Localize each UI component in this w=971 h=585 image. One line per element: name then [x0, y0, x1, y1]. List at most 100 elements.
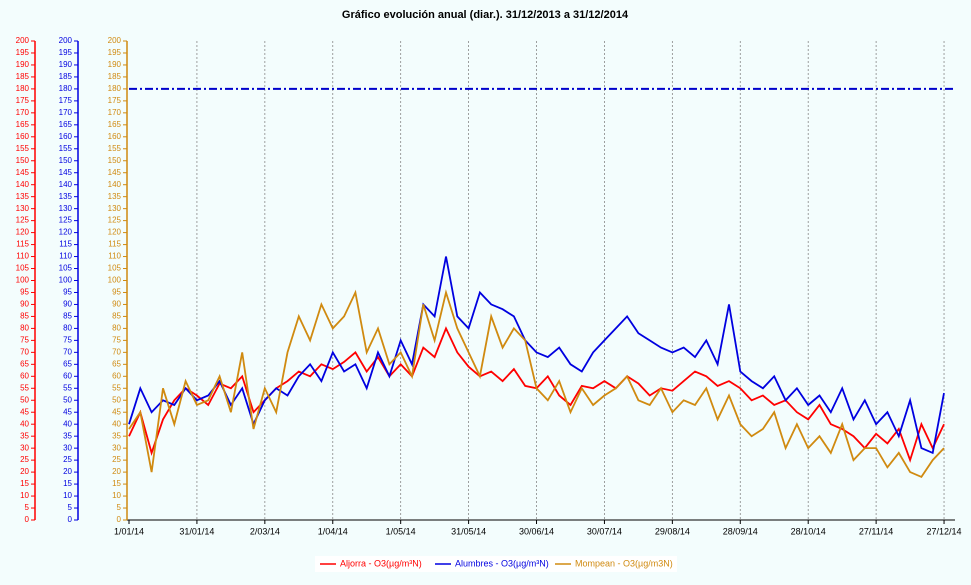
y-tick-label: 165 [16, 120, 30, 129]
y-tick-label: 75 [63, 335, 72, 344]
y-tick-label: 160 [16, 132, 30, 141]
y-tick-label: 115 [16, 240, 29, 249]
y-tick-label: 15 [112, 479, 121, 488]
y-tick-label: 20 [20, 467, 29, 476]
y-tick-label: 40 [112, 419, 121, 428]
y-tick-label: 0 [68, 515, 73, 524]
y-tick-label: 85 [112, 312, 121, 321]
y-tick-label: 50 [63, 395, 72, 404]
y-tick-label: 160 [59, 132, 73, 141]
chart-title: Gráfico evolución anual (diar.). 31/12/2… [342, 9, 629, 21]
y-tick-label: 160 [108, 132, 122, 141]
y-tick-label: 155 [108, 144, 122, 153]
y-tick-label: 15 [63, 479, 72, 488]
y-tick-label: 30 [112, 443, 121, 452]
y-tick-label: 60 [20, 371, 29, 380]
y-tick-label: 190 [108, 60, 122, 69]
y-tick-label: 130 [16, 204, 30, 213]
y-tick-label: 155 [59, 144, 73, 153]
y-tick-label: 180 [108, 84, 122, 93]
y-tick-label: 70 [20, 347, 29, 356]
y-tick-label: 30 [20, 443, 29, 452]
y-tick-label: 170 [108, 108, 122, 117]
y-tick-label: 180 [59, 84, 73, 93]
y-tick-label: 55 [112, 383, 121, 392]
y-tick-label: 140 [108, 180, 122, 189]
x-tick-label: 27/11/14 [859, 526, 893, 536]
y-tick-label: 110 [16, 252, 29, 261]
y-tick-label: 140 [16, 180, 30, 189]
y-tick-label: 125 [59, 216, 73, 225]
y-tick-label: 170 [16, 108, 30, 117]
y-tick-label: 175 [16, 96, 30, 105]
y-tick-label: 25 [63, 455, 72, 464]
y-tick-label: 150 [59, 156, 73, 165]
y-tick-label: 105 [16, 264, 30, 273]
y-tick-label: 45 [112, 407, 121, 416]
y-tick-label: 20 [63, 467, 72, 476]
y-tick-label: 35 [112, 431, 121, 440]
y-tick-label: 25 [112, 455, 121, 464]
x-tick-label: 28/10/14 [791, 526, 826, 536]
y-tick-label: 175 [108, 96, 122, 105]
y-tick-label: 90 [112, 300, 121, 309]
y-tick-label: 180 [16, 84, 30, 93]
y-tick-label: 80 [63, 324, 72, 333]
x-tick-label: 1/04/14 [318, 526, 348, 536]
y-tick-label: 5 [68, 503, 73, 512]
y-tick-label: 195 [59, 48, 73, 57]
x-tick-label: 31/05/14 [451, 526, 486, 536]
y-tick-label: 5 [117, 503, 122, 512]
y-tick-label: 95 [112, 288, 121, 297]
y-tick-label: 200 [59, 36, 73, 45]
y-tick-label: 75 [20, 335, 29, 344]
x-tick-label: 30/06/14 [519, 526, 554, 536]
y-tick-label: 190 [16, 60, 30, 69]
x-tick-label: 29/08/14 [655, 526, 690, 536]
y-tick-label: 85 [63, 312, 72, 321]
y-tick-label: 25 [20, 455, 29, 464]
y-tick-label: 130 [59, 204, 73, 213]
y-tick-label: 170 [59, 108, 73, 117]
y-tick-label: 0 [117, 515, 122, 524]
x-tick-label: 27/12/14 [927, 526, 962, 536]
y-tick-label: 10 [63, 491, 72, 500]
y-tick-label: 150 [108, 156, 122, 165]
y-tick-label: 135 [59, 192, 73, 201]
y-tick-label: 90 [20, 300, 29, 309]
y-tick-label: 100 [108, 276, 122, 285]
y-tick-label: 65 [20, 359, 29, 368]
y-tick-label: 95 [20, 288, 29, 297]
y-tick-label: 175 [59, 96, 73, 105]
y-tick-label: 150 [16, 156, 30, 165]
y-tick-label: 60 [63, 371, 72, 380]
y-tick-label: 50 [20, 395, 29, 404]
legend-label: Alumbres - O3(µg/m³N) [455, 558, 549, 568]
y-tick-label: 70 [63, 347, 72, 356]
y-tick-label: 35 [20, 431, 29, 440]
y-tick-label: 5 [25, 503, 30, 512]
y-tick-label: 45 [20, 407, 29, 416]
y-tick-label: 55 [20, 383, 29, 392]
y-tick-label: 115 [59, 240, 72, 249]
y-tick-label: 200 [16, 36, 30, 45]
y-tick-label: 95 [63, 288, 72, 297]
y-tick-label: 140 [59, 180, 73, 189]
y-tick-label: 80 [20, 324, 29, 333]
y-tick-label: 10 [20, 491, 29, 500]
y-tick-label: 110 [59, 252, 72, 261]
legend-label: Mompean - O3(µg/m3N) [575, 558, 673, 568]
y-tick-label: 135 [16, 192, 30, 201]
x-tick-label: 1/05/14 [386, 526, 416, 536]
y-tick-label: 100 [16, 276, 30, 285]
y-tick-label: 100 [59, 276, 73, 285]
y-tick-label: 85 [20, 312, 29, 321]
y-tick-label: 40 [63, 419, 72, 428]
x-tick-label: 28/09/14 [723, 526, 758, 536]
y-tick-label: 190 [59, 60, 73, 69]
y-tick-label: 35 [63, 431, 72, 440]
y-tick-label: 120 [59, 228, 73, 237]
y-tick-label: 120 [108, 228, 122, 237]
